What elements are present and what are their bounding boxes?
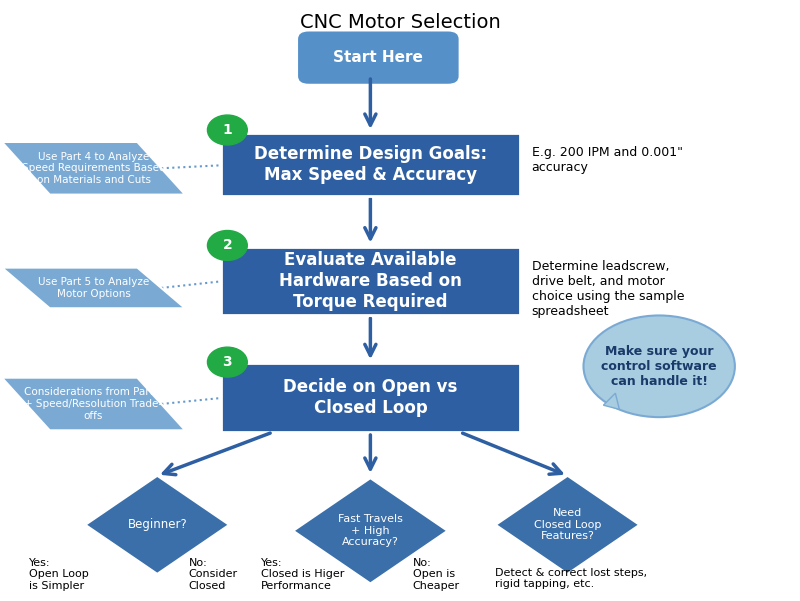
Polygon shape (496, 476, 639, 574)
Text: Start Here: Start Here (334, 50, 423, 65)
Text: 2: 2 (222, 239, 232, 252)
Circle shape (207, 115, 247, 145)
Ellipse shape (583, 316, 735, 417)
Text: Determine Design Goals:
Max Speed & Accuracy: Determine Design Goals: Max Speed & Accu… (254, 145, 487, 184)
Polygon shape (294, 478, 447, 584)
Text: Fast Travels
+ High
Accuracy?: Fast Travels + High Accuracy? (338, 514, 403, 548)
Polygon shape (2, 142, 185, 195)
Text: 1: 1 (222, 123, 232, 137)
FancyBboxPatch shape (221, 364, 520, 432)
Text: Beginner?: Beginner? (127, 518, 187, 531)
FancyBboxPatch shape (221, 246, 520, 316)
Text: Evaluate Available
Hardware Based on
Torque Required: Evaluate Available Hardware Based on Tor… (279, 251, 462, 311)
Text: No:
Consider
Closed: No: Consider Closed (189, 558, 238, 591)
Polygon shape (86, 476, 229, 574)
Text: Detect & correct lost steps,
rigid tapping, etc.: Detect & correct lost steps, rigid tappi… (495, 568, 648, 590)
Circle shape (207, 347, 247, 377)
Circle shape (207, 231, 247, 260)
Polygon shape (2, 267, 185, 308)
Text: Need
Closed Loop
Features?: Need Closed Loop Features? (534, 508, 602, 542)
Text: 3: 3 (222, 355, 232, 369)
Text: Determine leadscrew,
drive belt, and motor
choice using the sample
spreadsheet: Determine leadscrew, drive belt, and mot… (532, 260, 684, 317)
Text: Considerations from Part 3
+ Speed/Resolution Trade-
offs: Considerations from Part 3 + Speed/Resol… (24, 388, 163, 421)
Text: Decide on Open vs
Closed Loop: Decide on Open vs Closed Loop (283, 378, 458, 417)
Text: CNC Motor Selection: CNC Motor Selection (300, 13, 501, 32)
Polygon shape (603, 393, 619, 409)
FancyBboxPatch shape (297, 30, 460, 85)
Text: No:
Open is
Cheaper: No: Open is Cheaper (413, 558, 460, 591)
Text: E.g. 200 IPM and 0.001"
accuracy: E.g. 200 IPM and 0.001" accuracy (532, 146, 682, 174)
Text: Make sure your
control software
can handle it!: Make sure your control software can hand… (602, 345, 717, 388)
Text: Use Part 5 to Analyze
Motor Options: Use Part 5 to Analyze Motor Options (38, 277, 149, 299)
FancyBboxPatch shape (221, 133, 520, 196)
Text: Yes:
Closed is Higer
Performance: Yes: Closed is Higer Performance (261, 558, 344, 591)
Text: Use Part 4 to Analyze
Speed Requirements Based
on Materials and Cuts: Use Part 4 to Analyze Speed Requirements… (22, 151, 166, 185)
Polygon shape (2, 377, 185, 430)
Text: Yes:
Open Loop
is Simpler: Yes: Open Loop is Simpler (30, 558, 89, 591)
